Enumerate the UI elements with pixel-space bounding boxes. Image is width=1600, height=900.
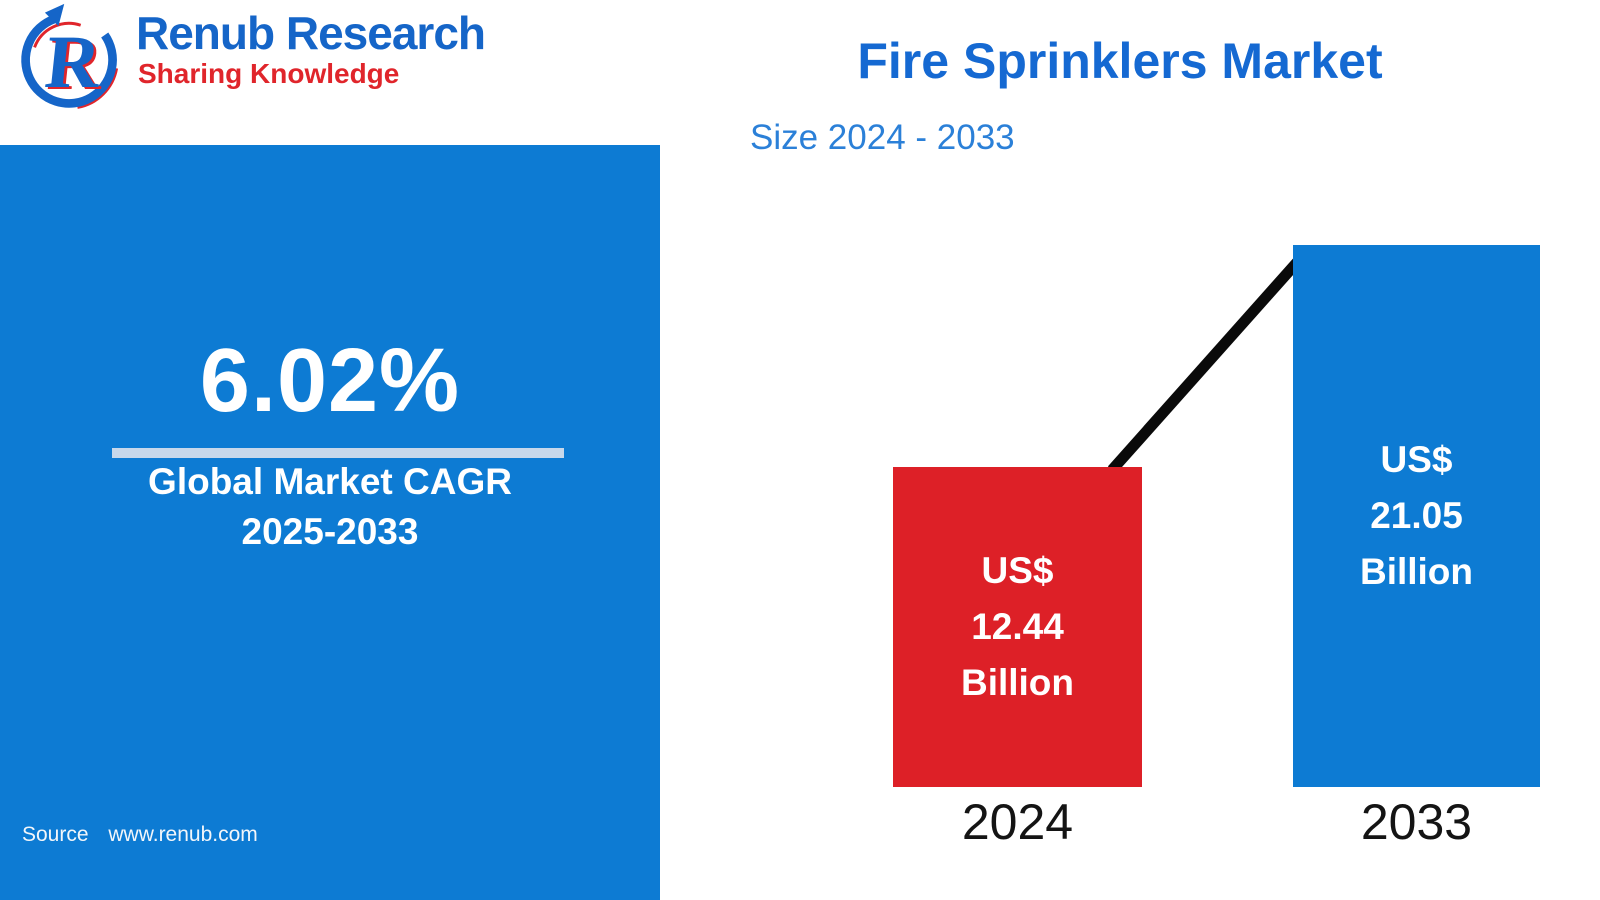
source-line: Source www.renub.com [22,823,258,847]
page-subtitle: Size 2024 - 2033 [750,118,1015,157]
logo-company-name: Renub Research [136,7,486,59]
renub-r-swoosh-logo-icon: R R [21,3,119,109]
logo-tagline: Sharing Knowledge [138,58,400,89]
market-size-bar-chart: US$ 12.44 Billion US$ 21.05 Billion 2024… [660,145,1600,900]
bar-2033: US$ 21.05 Billion [1293,245,1540,787]
svg-text:R: R [42,21,107,104]
page-title: Fire Sprinklers Market [857,33,1383,89]
bar-2024-value-unit: Billion [960,662,1075,703]
x-axis-label-2024: 2024 [961,794,1074,850]
logo-text: Renub Research Sharing Knowledge [136,0,486,89]
cagr-value: 6.02% [199,331,461,431]
source-url: www.renub.com [108,823,258,846]
bar-2024-value-number: 12.44 [971,606,1064,647]
svg-text:R: R [44,23,109,106]
bar-2024: US$ 12.44 Billion [893,467,1142,787]
cagr-panel: 6.02% Global Market CAGR 2025-2033 Sourc… [0,145,660,900]
bar-2033-value-currency: US$ [1380,439,1453,480]
cagr-label-line2: 2025-2033 [241,511,419,552]
renub-logo: R R Renub Research Sharing Knowledge [10,0,486,116]
bar-2033-value-number: 21.05 [1370,495,1463,536]
source-label: Source [22,823,89,846]
x-axis-label-2033: 2033 [1360,794,1473,850]
cagr-divider [112,448,564,458]
cagr-label-line1: Global Market CAGR [148,461,512,502]
bar-2024-value-currency: US$ [981,550,1054,591]
bar-2033-value-unit: Billion [1359,551,1474,592]
